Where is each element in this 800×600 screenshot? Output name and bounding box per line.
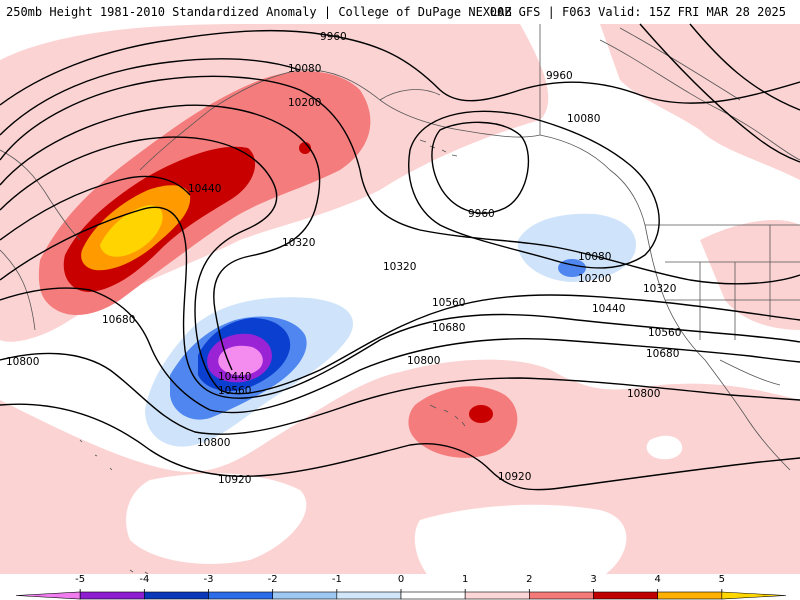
- contour-label: 10320: [643, 283, 676, 295]
- colorbar-segment: [208, 591, 273, 600]
- contour-label: 10560: [648, 327, 681, 339]
- contour-label: 10080: [578, 251, 611, 263]
- contour-label: 10680: [432, 322, 465, 334]
- colorbar-segment: [336, 591, 402, 600]
- colorbar-tick-label: 5: [718, 574, 726, 585]
- contour-label: 10560: [432, 297, 465, 309]
- colorbar-tick-label: -1: [331, 574, 342, 585]
- map-panel: 9960 10080 10200 10440 10320 10680 10800…: [0, 22, 800, 578]
- model-run-label: 00Z GFS | F063 Valid: 15Z FRI MAR 28 202…: [489, 5, 786, 19]
- negative-anomaly-5: [218, 345, 263, 376]
- positive-anomaly-5: [100, 205, 163, 257]
- colorbar-segment: [272, 591, 338, 600]
- colorbar-segment: [15, 591, 81, 600]
- contour-label: 9960: [320, 31, 347, 43]
- colorbar-segment: [79, 591, 145, 600]
- colorbar-segment: [400, 591, 466, 600]
- map-header: 250mb Height 1981-2010 Standardized Anom…: [0, 0, 800, 22]
- colorbar-tick-label: 2: [526, 574, 533, 585]
- neutral-holes: [126, 435, 683, 578]
- colorbar-tick-label: -4: [139, 574, 150, 585]
- contour-label: 10800: [197, 437, 230, 449]
- colorbar-tick-label: -2: [267, 574, 278, 585]
- colorbar-tick-label: -5: [75, 574, 86, 585]
- colorbar-segment: [657, 591, 723, 600]
- contour-label: 10320: [282, 237, 315, 249]
- height-contours: [0, 23, 800, 491]
- coastlines: [0, 24, 800, 471]
- contour-label: 10920: [218, 474, 251, 486]
- contour-label: 10800: [407, 355, 440, 367]
- contour-label: 9960: [546, 70, 573, 82]
- colorbar-tick-label: -3: [203, 574, 214, 585]
- colorbar-tick-label: 1: [461, 574, 469, 585]
- contour-label: 10200: [288, 97, 321, 109]
- contour-label: 9960: [468, 208, 495, 220]
- contour-label: 10080: [567, 113, 600, 125]
- colorbar-segment: [529, 591, 594, 600]
- contour-label: 10320: [383, 261, 416, 273]
- contour-label: 10440: [592, 303, 625, 315]
- contour-label: 10800: [6, 356, 39, 368]
- contour-label: 10560: [218, 385, 251, 397]
- contour-label: 10440: [218, 371, 251, 383]
- colorbar-segment: [464, 591, 530, 600]
- contour-label: 10800: [627, 388, 660, 400]
- colorbar-segment: [721, 591, 787, 600]
- colorbar-segment: [593, 591, 658, 600]
- anomaly-map: 9960 10080 10200 10440 10320 10680 10800…: [0, 22, 800, 578]
- colorbar-tick-label: 4: [654, 574, 661, 585]
- contour-label: 10680: [102, 314, 135, 326]
- contour-label: 10440: [188, 183, 221, 195]
- contour-label: 10200: [578, 273, 611, 285]
- contour-label: 10680: [646, 348, 679, 360]
- map-title: 250mb Height 1981-2010 Standardized Anom…: [6, 5, 512, 19]
- contour-labels: 9960 10080 10200 10440 10320 10680 10800…: [6, 31, 681, 486]
- contour-label: 10920: [498, 471, 531, 483]
- colorbar-tick-label: 0: [397, 574, 405, 585]
- colorbar-graphic: [15, 589, 787, 600]
- colorbar: -5 -4 -3 -2 -1 0 1 2 3 4 5: [0, 574, 800, 600]
- colorbar-tick-label: 3: [590, 574, 597, 585]
- colorbar-segment: [144, 591, 209, 600]
- contour-label: 10080: [288, 63, 321, 75]
